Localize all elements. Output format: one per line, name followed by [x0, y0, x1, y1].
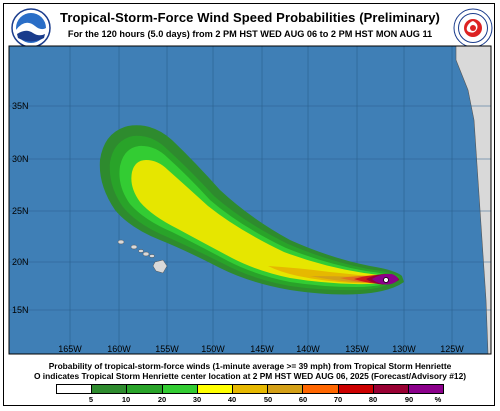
legend-label-80: 80 — [368, 395, 378, 404]
legend-label-90: 90 — [404, 395, 414, 404]
legend-swatch-3 — [162, 385, 198, 393]
legend-label-30: 30 — [192, 395, 202, 404]
hawaiian-islands — [117, 239, 168, 274]
legend-swatch-0 — [57, 385, 93, 393]
lon-label-165w: 165W — [58, 344, 82, 354]
lat-label-20n: 20N — [12, 257, 29, 267]
legend-swatch-6 — [268, 385, 304, 393]
coastline-land — [455, 46, 491, 354]
color-legend — [56, 384, 444, 394]
lon-label-145w: 145W — [250, 344, 274, 354]
legend-swatch-9 — [373, 385, 409, 393]
legend-label-60: 60 — [298, 395, 308, 404]
legend-label-percent: % — [434, 395, 442, 404]
legend-swatch-8 — [338, 385, 374, 393]
legend-label-40: 40 — [227, 395, 237, 404]
grid-lines — [9, 46, 491, 354]
lon-label-140w: 140W — [296, 344, 320, 354]
lon-label-135w: 135W — [345, 344, 369, 354]
legend-swatch-5 — [232, 385, 269, 393]
figure-title: Tropical-Storm-Force Wind Speed Probabil… — [60, 10, 440, 25]
caption-line-2: O indicates Tropical Storm Henriette cen… — [33, 371, 467, 381]
lat-label-30n: 30N — [12, 154, 29, 164]
lon-label-160w: 160W — [107, 344, 131, 354]
lon-label-155w: 155W — [155, 344, 179, 354]
ocean — [9, 46, 491, 354]
lon-label-150w: 150W — [201, 344, 225, 354]
lat-label-15n: 15N — [12, 305, 29, 315]
lat-label-35n: 35N — [12, 101, 29, 111]
lat-label-25n: 25N — [12, 206, 29, 216]
legend-swatch-10 — [408, 385, 444, 393]
legend-label-20: 20 — [157, 395, 167, 404]
swath-20pct — [119, 145, 398, 287]
legend-swatch-7 — [303, 385, 339, 393]
legend-label-70: 70 — [333, 395, 343, 404]
probability-map — [8, 45, 492, 355]
noaa-logo — [11, 8, 51, 48]
legend-label-50: 50 — [263, 395, 273, 404]
legend-labels: 5 10 20 30 40 50 60 70 80 90 % — [56, 395, 444, 405]
caption-line-1: Probability of tropical-storm-force wind… — [48, 361, 452, 371]
lon-label-125w: 125W — [440, 344, 464, 354]
legend-swatch-1 — [92, 385, 128, 393]
lon-label-130w: 130W — [392, 344, 416, 354]
storm-center-marker — [383, 277, 389, 283]
legend-label-10: 10 — [121, 395, 131, 404]
legend-label-5: 5 — [88, 395, 94, 404]
nws-logo — [453, 8, 493, 48]
swath-30pct — [131, 160, 396, 285]
legend-swatch-4 — [197, 385, 233, 393]
legend-swatch-2 — [127, 385, 163, 393]
figure-subtitle: For the 120 hours (5.0 days) from 2 PM H… — [67, 29, 433, 39]
